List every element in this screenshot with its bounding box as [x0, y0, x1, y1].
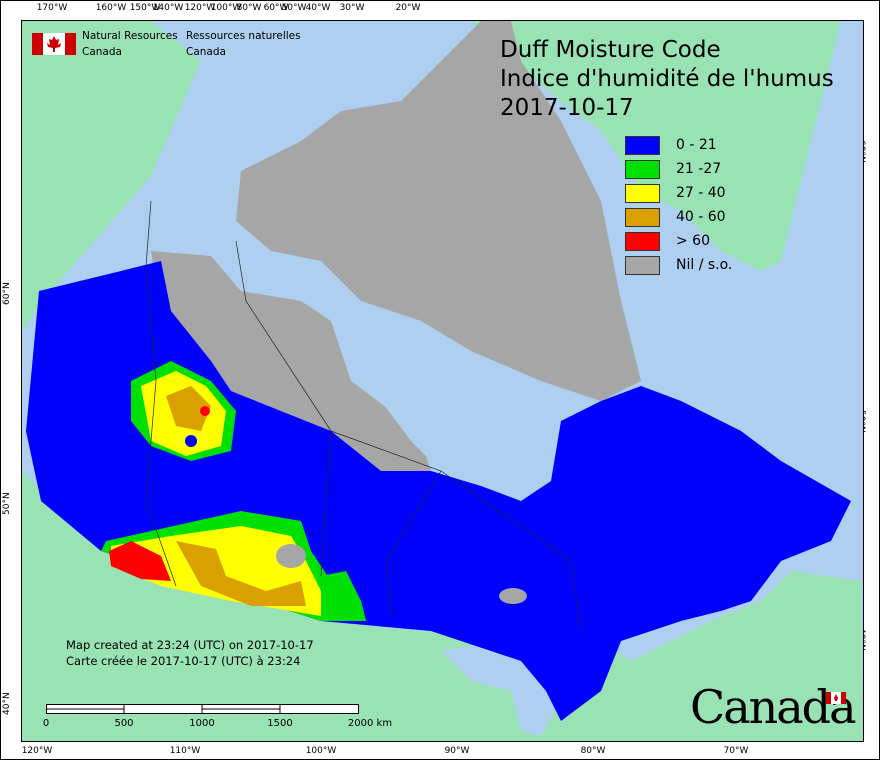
- nil-patch: [499, 588, 527, 604]
- top-axis-label: 20°W: [395, 3, 421, 13]
- canada-wordmark: Canada: [690, 680, 857, 734]
- legend-swatch: [625, 255, 660, 275]
- map-title: Duff Moisture Code Indice d'humidité de …: [500, 36, 834, 123]
- dmc-green-region-east: [321, 571, 366, 621]
- provincial-borders: [145, 200, 582, 632]
- dmc-blue-spot: [185, 435, 197, 447]
- scale-label: 1500: [267, 718, 293, 729]
- legend-swatch: [625, 231, 660, 251]
- dmc-blue-region: [26, 261, 851, 721]
- dmc-orange-region-north: [166, 386, 211, 431]
- legend: 0 - 21 21 -27 27 - 40 40 - 60 > 60 Nil / s.o.: [625, 133, 732, 277]
- left-axis-label: 40°N: [2, 692, 12, 715]
- bottom-axis-label: 100°W: [305, 746, 337, 756]
- top-axis-label: 160°W: [95, 3, 127, 13]
- left-axis-label: 50°N: [2, 492, 12, 515]
- legend-label: Nil / s.o.: [676, 257, 733, 273]
- top-axis-label: 150°W: [129, 3, 161, 13]
- dmc-orange-region-south: [176, 541, 306, 606]
- top-axis-label: 170°W: [36, 3, 68, 13]
- title-en: Duff Moisture Code: [500, 37, 721, 63]
- scale-label: 2000 km: [347, 718, 393, 729]
- bottom-axis-label: 70°W: [723, 746, 749, 756]
- bottom-axis-label: 120°W: [21, 746, 53, 756]
- scale-label: 500: [114, 718, 134, 729]
- nil-patch: [276, 544, 306, 568]
- scale-label: 0: [42, 718, 50, 729]
- agency-fr-line1: Ressources naturelles: [186, 30, 301, 42]
- agency-en-line2: Canada: [82, 46, 122, 58]
- creation-note: Map created at 23:24 (UTC) on 2017-10-17…: [66, 637, 314, 669]
- legend-item: Nil / s.o.: [625, 253, 732, 277]
- north-nil: [151, 251, 431, 471]
- top-axis-label: 30°W: [339, 3, 365, 13]
- agency-name-en: Natural Resources Canada: [82, 28, 178, 60]
- legend-label: 27 - 40: [676, 185, 726, 201]
- legend-label: 21 -27: [676, 161, 722, 177]
- legend-item: 0 - 21: [625, 133, 732, 157]
- bottom-axis-label: 90°W: [444, 746, 470, 756]
- top-axis-label: 140°W: [152, 3, 184, 13]
- canada-flag-icon: [32, 33, 76, 55]
- top-axis-label: 40°W: [305, 3, 331, 13]
- map-drawing: [22, 21, 863, 741]
- left-axis-label: 60°N: [2, 282, 12, 305]
- title-fr: Indice d'humidité de l'humus: [500, 66, 834, 92]
- legend-item: > 60: [625, 229, 732, 253]
- created-fr: Carte créée le 2017-10-17 (UTC) à 23:24: [66, 654, 301, 668]
- legend-swatch: [625, 135, 660, 155]
- legend-swatch: [625, 183, 660, 203]
- legend-item: 21 -27: [625, 157, 732, 181]
- scale-label: 1000: [189, 718, 215, 729]
- legend-label: 40 - 60: [676, 209, 726, 225]
- agency-fr-line2: Canada: [186, 46, 226, 58]
- title-date: 2017-10-17: [500, 95, 634, 121]
- scale-bar: [46, 704, 359, 714]
- legend-swatch: [625, 159, 660, 179]
- created-en: Map created at 23:24 (UTC) on 2017-10-17: [66, 638, 314, 652]
- dmc-red-region: [109, 541, 171, 581]
- hudson-bay: [381, 381, 561, 501]
- legend-item: 40 - 60: [625, 205, 732, 229]
- usa-land: [22, 471, 863, 741]
- top-axis-label: 80°W: [236, 3, 262, 13]
- legend-label: > 60: [676, 233, 710, 249]
- dmc-red-spot: [200, 406, 210, 416]
- top-axis-label: 60°W: [263, 3, 289, 13]
- top-axis-label: 120°W: [184, 3, 216, 13]
- bottom-axis-label: 80°W: [580, 746, 606, 756]
- alaska-land: [22, 21, 201, 331]
- top-axis-label: 50°W: [281, 3, 307, 13]
- agency-name-fr: Ressources naturelles Canada: [186, 28, 301, 60]
- top-axis-label: 100°W: [210, 3, 242, 13]
- legend-swatch: [625, 207, 660, 227]
- map-canvas[interactable]: [21, 20, 864, 742]
- legend-item: 27 - 40: [625, 181, 732, 205]
- legend-label: 0 - 21: [676, 137, 717, 153]
- agency-en-line1: Natural Resources: [82, 30, 178, 42]
- wordmark-flag-icon: [826, 692, 846, 704]
- arctic-islands: [236, 21, 641, 401]
- bottom-axis-label: 110°W: [169, 746, 201, 756]
